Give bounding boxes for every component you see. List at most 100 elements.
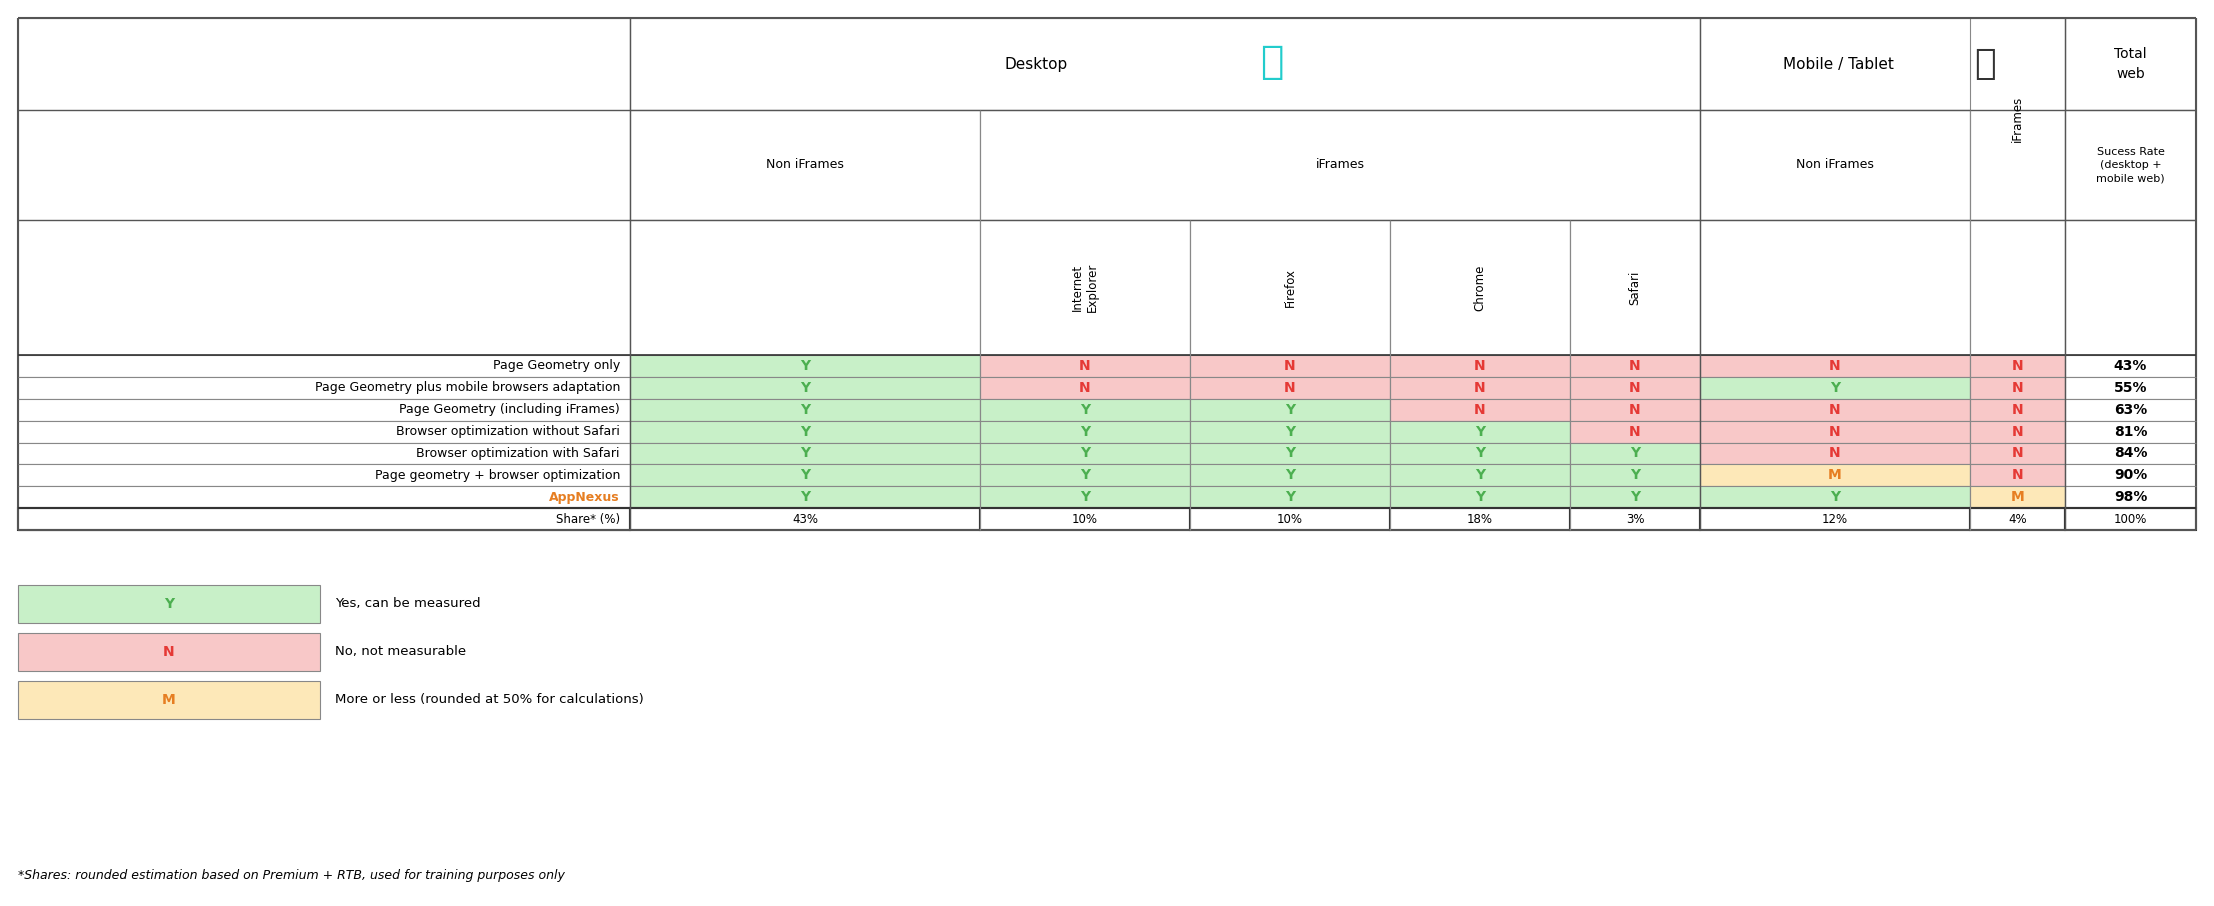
Bar — [1189, 465, 1390, 487]
Bar — [2066, 465, 2196, 487]
Bar — [1970, 508, 2066, 530]
Bar — [1189, 442, 1390, 465]
Bar — [1390, 377, 1570, 399]
Bar — [1700, 355, 1970, 377]
Bar — [1700, 399, 1970, 420]
Bar — [1570, 377, 1700, 399]
Bar — [18, 442, 631, 465]
Text: 4%: 4% — [2008, 513, 2026, 525]
Text: N: N — [2013, 447, 2024, 460]
Bar — [18, 399, 631, 420]
Text: 43%: 43% — [793, 513, 817, 525]
Bar — [631, 18, 1700, 110]
Text: N: N — [1284, 381, 1295, 395]
Text: Y: Y — [799, 402, 810, 417]
Text: Y: Y — [799, 468, 810, 482]
Text: N: N — [1829, 447, 1840, 460]
Text: Y: Y — [799, 490, 810, 504]
Bar — [1570, 399, 1700, 420]
Text: N: N — [1630, 402, 1641, 417]
Text: N: N — [1475, 359, 1486, 373]
Text: N: N — [2013, 359, 2024, 373]
Text: N: N — [2013, 468, 2024, 482]
Text: Page Geometry only: Page Geometry only — [494, 360, 620, 372]
Text: Page Geometry plus mobile browsers adaptation: Page Geometry plus mobile browsers adapt… — [314, 381, 620, 394]
Text: 43%: 43% — [2114, 359, 2148, 373]
Text: Y: Y — [1080, 402, 1089, 417]
Text: M: M — [162, 693, 175, 707]
Text: N: N — [2013, 425, 2024, 439]
Text: Browser optimization with Safari: Browser optimization with Safari — [416, 447, 620, 460]
Text: 12%: 12% — [1822, 513, 1849, 525]
Bar — [1970, 355, 2066, 377]
Bar — [1189, 487, 1390, 508]
Bar — [18, 420, 631, 442]
Text: Internet
Explorer: Internet Explorer — [1072, 263, 1098, 313]
Bar — [1189, 399, 1390, 420]
Text: 98%: 98% — [2114, 490, 2148, 504]
Bar — [631, 355, 981, 377]
Bar — [631, 220, 981, 355]
Bar — [1700, 18, 2066, 110]
Bar — [1700, 442, 1970, 465]
Bar — [1970, 399, 2066, 420]
Bar — [981, 110, 1700, 220]
Bar — [1570, 442, 1700, 465]
Bar — [1390, 508, 1570, 530]
Bar — [18, 508, 631, 530]
Text: N: N — [1078, 359, 1092, 373]
Bar — [18, 377, 631, 399]
Bar — [631, 110, 981, 220]
Bar — [1189, 508, 1390, 530]
Bar — [2066, 110, 2196, 220]
Text: N: N — [164, 645, 175, 659]
Bar — [1970, 18, 2066, 220]
Text: More or less (rounded at 50% for calculations): More or less (rounded at 50% for calcula… — [334, 693, 644, 707]
Text: Y: Y — [164, 597, 175, 611]
Bar — [1570, 355, 1700, 377]
Bar — [1970, 465, 2066, 487]
Bar — [631, 377, 981, 399]
Bar — [2066, 420, 2196, 442]
Bar — [2066, 220, 2196, 355]
Bar — [1390, 487, 1570, 508]
Bar — [18, 18, 631, 530]
Text: Y: Y — [1475, 425, 1486, 439]
Bar — [1700, 420, 1970, 442]
Bar — [1570, 420, 1700, 442]
Bar — [1570, 220, 1700, 355]
Bar — [2066, 508, 2196, 530]
Bar — [1390, 399, 1570, 420]
Text: 90%: 90% — [2114, 468, 2148, 482]
Text: Y: Y — [799, 447, 810, 460]
Text: N: N — [1829, 425, 1840, 439]
Text: AppNexus: AppNexus — [549, 491, 620, 504]
Bar — [1390, 355, 1570, 377]
Bar — [981, 377, 1189, 399]
Bar — [981, 465, 1189, 487]
Bar — [18, 465, 631, 487]
Bar — [1390, 220, 1570, 355]
Bar — [1970, 442, 2066, 465]
Text: Desktop: Desktop — [1005, 56, 1067, 72]
Bar — [1189, 355, 1390, 377]
Bar — [1570, 508, 1700, 530]
Text: 63%: 63% — [2114, 402, 2148, 417]
Bar — [1189, 377, 1390, 399]
Text: N: N — [1475, 381, 1486, 395]
Bar — [2066, 487, 2196, 508]
Text: N: N — [1284, 359, 1295, 373]
Bar — [18, 633, 321, 671]
Bar — [631, 465, 981, 487]
Text: 81%: 81% — [2114, 425, 2148, 439]
Text: M: M — [1829, 468, 1842, 482]
Text: N: N — [1630, 359, 1641, 373]
Text: N: N — [1829, 359, 1840, 373]
Text: Y: Y — [1284, 490, 1295, 504]
Text: Yes, can be measured: Yes, can be measured — [334, 597, 480, 611]
Bar — [1970, 220, 2066, 355]
Text: N: N — [1630, 381, 1641, 395]
Text: Y: Y — [1475, 447, 1486, 460]
Text: N: N — [1078, 381, 1092, 395]
Text: Y: Y — [1475, 490, 1486, 504]
